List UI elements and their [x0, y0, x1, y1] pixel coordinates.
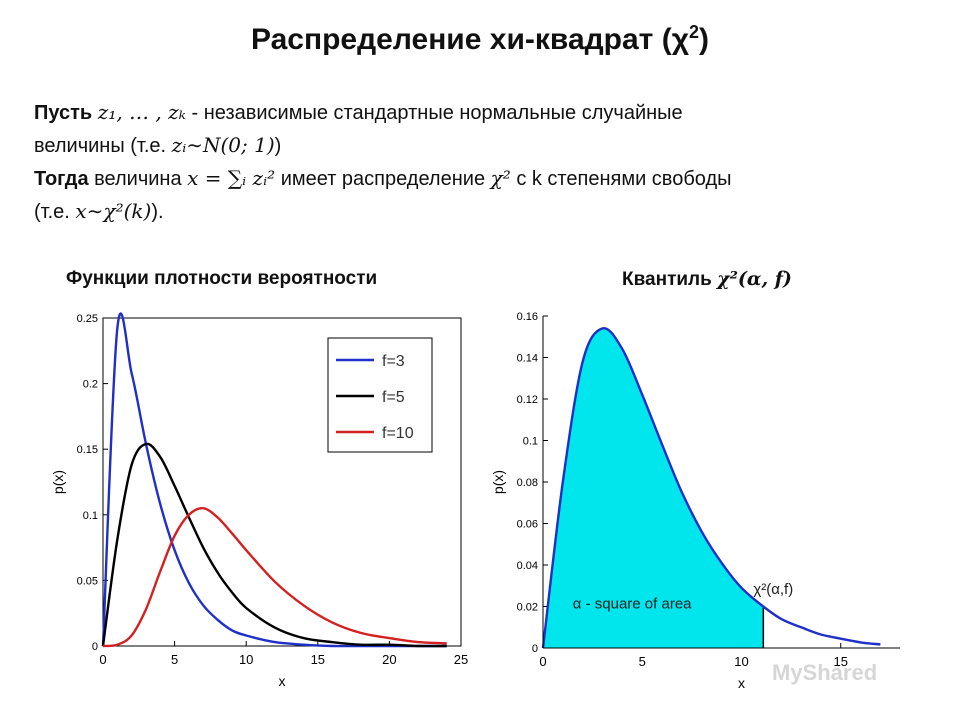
series-line-f-3 — [101, 312, 447, 648]
y-axis-label: p(x) — [50, 470, 66, 494]
text: ) — [274, 135, 282, 157]
lead-word: Тогда — [34, 168, 89, 190]
x-tick-label: 15 — [834, 654, 848, 669]
quantile-annotation: χ²(α,f) — [753, 581, 793, 598]
y-tick-label: 0.16 — [517, 311, 538, 323]
title-close: ) — [699, 23, 709, 56]
y-tick-label: 0.1 — [523, 436, 538, 448]
x-tick-label: 10 — [239, 652, 253, 667]
y-tick-label: 0.08 — [517, 477, 538, 489]
definition-line-3: Тогда величина x = ∑ᵢ zᵢ² имеет распреде… — [34, 162, 934, 195]
text: ). — [151, 201, 164, 223]
y-tick-label: 0.02 — [517, 602, 538, 614]
watermark: MyShared — [772, 660, 878, 685]
definition-text: Пусть z₁, … , zₖ - независимые стандартн… — [34, 96, 934, 228]
text: величины (т.е. — [34, 135, 172, 157]
shaded-area — [543, 328, 764, 648]
area-annotation: α - square of area — [573, 596, 692, 613]
y-tick-label: 0 — [532, 643, 538, 655]
definition-line-1: Пусть z₁, … , zₖ - независимые стандартн… — [34, 96, 934, 129]
lead-word: Пусть — [34, 102, 93, 124]
series-line-f-5 — [101, 442, 447, 648]
y-tick-label: 0.12 — [517, 394, 538, 406]
math-chi: χ² — [490, 166, 511, 190]
math-dist: x∼χ²(k) — [75, 199, 152, 223]
x-tick-label: 0 — [539, 654, 546, 669]
definition-line-4: (т.е. x∼χ²(k)). — [34, 195, 934, 228]
x-tick-label: 25 — [454, 652, 468, 667]
title-text: Распределение хи-квадрат (χ — [251, 23, 689, 56]
legend-label: f=10 — [382, 425, 414, 442]
math-normal: zᵢ∼N(0; 1) — [171, 133, 275, 157]
y-tick-label: 0.04 — [517, 560, 538, 572]
x-tick-label: 0 — [99, 652, 106, 667]
legend-label: f=5 — [382, 389, 405, 406]
text: с k степенями свободы — [510, 168, 732, 190]
title-superscript: 2 — [688, 22, 699, 42]
y-tick-label: 0.15 — [77, 444, 98, 456]
quantile-chart: 0510152000.020.040.060.080.10.120.140.16… — [490, 311, 900, 691]
x-axis-label: x — [279, 673, 286, 689]
y-tick-label: 0.06 — [517, 519, 538, 531]
y-tick-label: 0.1 — [83, 510, 98, 522]
density-curve — [541, 327, 881, 649]
x-axis-label: x — [738, 675, 745, 691]
x-tick-label: 10 — [734, 654, 748, 669]
y-tick-label: 0.14 — [517, 353, 538, 365]
text: имеет распределение — [275, 168, 491, 190]
text: (т.е. — [34, 201, 76, 223]
y-tick-label: 0.2 — [83, 379, 98, 391]
y-tick-label: 0.25 — [77, 313, 98, 325]
heading-math: χ²(α, f) — [717, 268, 792, 290]
text: - независимые стандартные нормальные слу… — [185, 102, 683, 124]
math-vars: z₁, … , zₖ — [97, 100, 186, 124]
text: величина — [88, 168, 188, 190]
definition-line-2: величины (т.е. zᵢ∼N(0; 1)) — [34, 129, 934, 162]
left-chart-heading: Функции плотности вероятности — [66, 268, 378, 289]
legend-label: f=3 — [382, 353, 405, 370]
x-tick-label: 15 — [311, 652, 325, 667]
heading-text: Квантиль — [622, 269, 718, 290]
y-axis-label: p(x) — [490, 470, 506, 494]
y-tick-label: 0.05 — [77, 575, 98, 587]
x-tick-label: 5 — [639, 654, 646, 669]
math-sum: x = ∑ᵢ zᵢ² — [187, 166, 276, 190]
y-tick-label: 0 — [92, 641, 98, 653]
series-line-f-10 — [102, 506, 447, 648]
x-tick-label: 5 — [171, 652, 178, 667]
right-chart-heading: Квантиль χ²(α, f) — [622, 268, 792, 291]
density-chart: 0 5 10 15 20 25 0 0.05 0.1 0.15 0.2 0.25 x p(x) f=3 f=5… — [50, 312, 468, 689]
x-tick-label: 20 — [382, 652, 396, 667]
slide-title: Распределение хи-квадрат (χ2) — [0, 22, 960, 57]
